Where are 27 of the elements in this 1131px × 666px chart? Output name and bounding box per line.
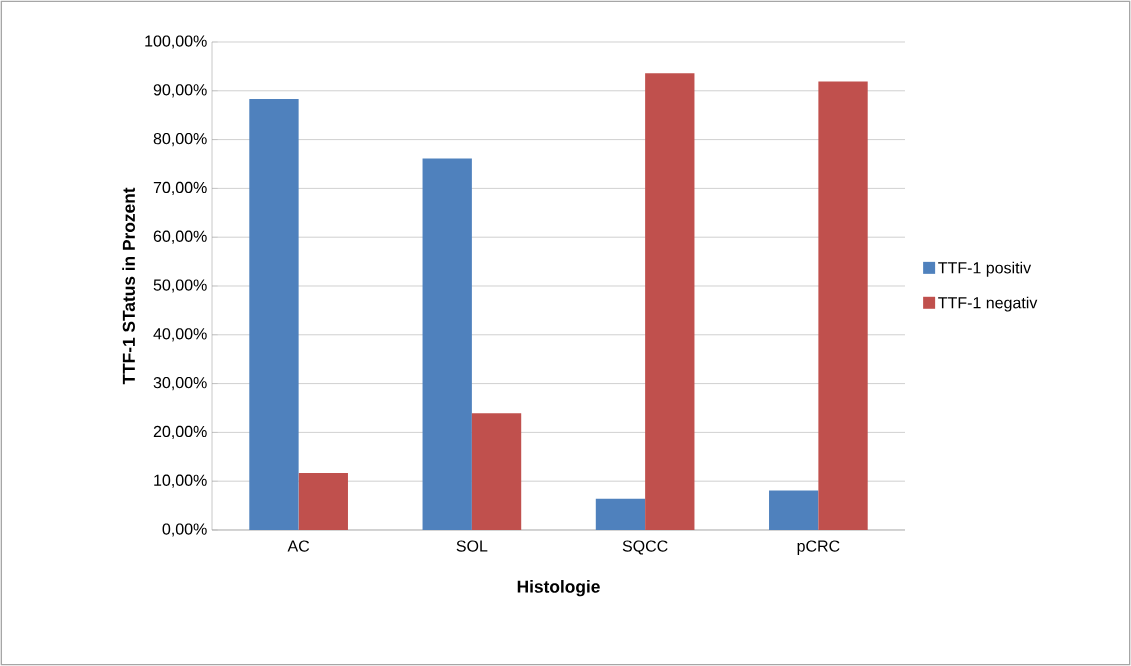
legend-label: TTF-1 negativ — [938, 296, 1038, 312]
bar — [471, 413, 522, 530]
y-tick-label: 0,00% — [162, 523, 207, 537]
bar — [645, 73, 695, 530]
bar — [769, 490, 819, 530]
y-tick-label: 100,00% — [145, 35, 207, 49]
bar — [298, 472, 348, 530]
bar — [818, 81, 868, 530]
x-axis-title: Histologie — [517, 580, 600, 597]
bar — [595, 498, 646, 530]
y-tick-label: 90,00% — [153, 84, 207, 98]
y-axis-title: TTF-1 STatus in Prozent — [122, 187, 135, 385]
y-tick-label: 10,00% — [154, 474, 207, 488]
y-tick-label: 50,00% — [153, 279, 207, 293]
x-tick-label: AC — [287, 540, 310, 552]
legend-label: TTF-1 positiv — [938, 261, 1032, 277]
y-tick-label: 60,00% — [153, 230, 207, 244]
x-tick-label: SQCC — [622, 540, 668, 555]
y-tick-label: 30,00% — [153, 376, 207, 391]
bar — [249, 99, 299, 530]
y-tick-label: 80,00% — [153, 132, 207, 147]
y-tick-label: 20,00% — [153, 425, 207, 439]
y-tick-label: 40,00% — [153, 328, 207, 342]
x-tick-label: SOL — [456, 540, 488, 552]
x-tick-label: pCRC — [797, 540, 840, 555]
bar — [422, 158, 472, 530]
y-tick-label: 70,00% — [153, 181, 207, 195]
